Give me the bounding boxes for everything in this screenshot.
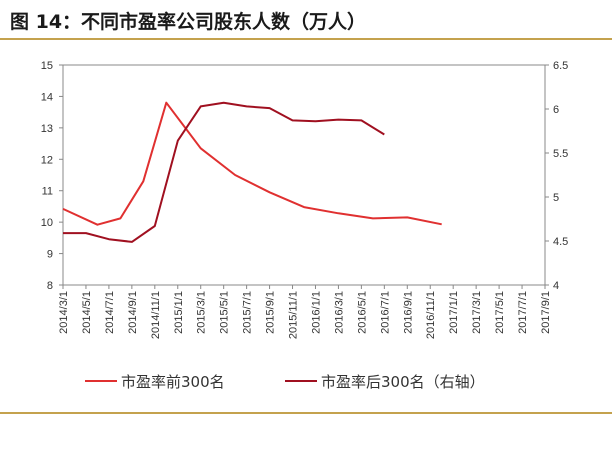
x-tick-label: 2014/7/1 (104, 291, 116, 334)
x-tick-label: 2017/7/1 (517, 291, 529, 334)
x-tick-label: 2016/5/1 (356, 291, 368, 334)
x-tick-label: 2017/9/1 (540, 291, 552, 334)
x-axis-ticks: 2014/3/1 2014/5/1 2014/7/1 2014/9/1 2014/11/… (58, 285, 552, 339)
left-tick-label: 10 (41, 217, 53, 229)
x-tick-label: 2017/5/1 (494, 291, 506, 334)
x-tick-label: 2016/7/1 (379, 291, 391, 334)
x-tick-label: 2015/9/1 (265, 291, 277, 334)
right-axis-ticks: 6.5 6 5.5 5 4.5 4 (545, 60, 568, 292)
left-tick-label: 8 (47, 280, 53, 292)
x-tick-label: 2014/5/1 (81, 291, 93, 334)
legend-label-series-2: 市盈率后300名（右轴） (321, 373, 485, 391)
top-rule (0, 38, 612, 40)
right-tick-label: 5 (553, 192, 559, 204)
x-tick-label: 2015/11/1 (288, 291, 300, 339)
x-tick-label: 2015/7/1 (242, 291, 254, 334)
x-tick-label: 2016/9/1 (402, 291, 414, 334)
right-tick-label: 5.5 (553, 148, 568, 160)
x-tick-label: 2015/3/1 (196, 291, 208, 334)
left-tick-label: 9 (47, 249, 53, 261)
x-tick-label: 2017/3/1 (471, 291, 483, 334)
series-lines (62, 101, 442, 243)
x-tick-label: 2014/3/1 (58, 291, 70, 334)
left-tick-label: 15 (41, 60, 53, 72)
x-tick-label: 2014/9/1 (127, 291, 139, 334)
left-tick-label: 12 (41, 154, 53, 166)
legend-label-series-1: 市盈率前300名 (121, 373, 225, 391)
right-tick-label: 4 (553, 280, 559, 292)
left-tick-label: 14 (41, 91, 53, 103)
x-tick-label: 2016/11/1 (425, 291, 437, 339)
legend: 市盈率前300名 市盈率后300名（右轴） (85, 373, 485, 391)
left-tick-label: 11 (42, 186, 53, 198)
plot-frame (62, 64, 546, 286)
x-tick-label: 2016/1/1 (310, 291, 322, 334)
left-tick-label: 13 (41, 123, 53, 135)
x-tick-label: 2017/1/1 (448, 291, 460, 334)
x-tick-label: 2015/5/1 (219, 291, 231, 334)
bottom-rule (0, 412, 612, 414)
right-tick-label: 6 (553, 104, 559, 116)
chart-title: 图 14：不同市盈率公司股东人数（万人） (10, 11, 367, 33)
x-tick-label: 2016/3/1 (333, 291, 345, 334)
series-line-1 (62, 101, 442, 226)
right-tick-label: 6.5 (553, 60, 568, 72)
x-tick-label: 2015/1/1 (173, 291, 185, 334)
right-tick-label: 4.5 (553, 236, 568, 248)
series-line-2 (63, 101, 385, 243)
x-tick-label: 2014/11/1 (150, 291, 162, 339)
left-axis-ticks: 15 14 13 12 11 10 9 8 (41, 60, 63, 292)
